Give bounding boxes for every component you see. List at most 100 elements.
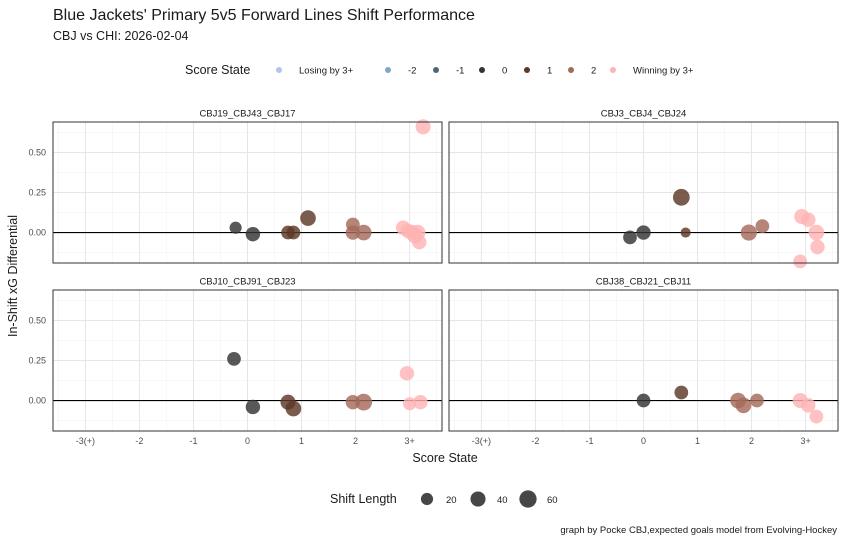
data-point [808,224,825,241]
data-point [636,225,651,240]
data-point [227,352,241,366]
size-legend-swatch [420,492,434,506]
color-legend-label: 1 [547,66,552,77]
x-tick-label: 2 [749,436,754,446]
data-point [229,221,242,234]
y-tick-label: 0.00 [28,228,46,238]
color-legend-label: 2 [591,66,596,77]
data-point [285,400,302,417]
color-legend-label: 0 [502,66,507,77]
data-point [674,385,689,400]
color-legend-swatch [479,67,485,73]
panel-border [448,121,839,264]
panel-border [52,121,443,264]
color-legend-item: Winning by 3+ [610,66,694,77]
data-point [403,397,417,411]
data-point [740,224,757,241]
color-legend-label: -2 [408,66,416,77]
color-legend-item: 2 [568,66,596,77]
x-tick-label: 0 [641,436,646,446]
size-legend-label: 20 [446,495,457,506]
data-point [355,393,373,411]
facet-panel: CBJ38_CBJ21_CBJ11 -3(+) -2 -1 0 1 2 3+ [448,277,839,446]
data-point [245,226,261,242]
x-tick-label: -3(+) [76,436,95,446]
data-point [245,399,261,415]
chart-title: Blue Jackets' Primary 5v5 Forward Lines … [53,7,475,24]
x-tick-label: 3+ [800,436,810,446]
size-legend-title: Shift Length [330,492,397,506]
facet-strip-label: CBJ3_CBJ4_CBJ24 [601,109,687,120]
x-tick-label: -1 [585,436,593,446]
data-point [810,239,825,255]
color-legend-swatch [385,67,391,73]
x-axis-title: Score State [412,451,477,465]
facet-panels: CBJ19_CBJ43_CBJ17 0.00 0.25 0.50 CBJ3_CBJ4_C… [28,109,839,446]
chart-subtitle: CBJ vs CHI: 2026-02-04 [53,29,189,43]
color-legend-swatch [568,67,574,73]
y-tick-label: 0.25 [28,188,46,198]
color-legend-title: Score State [185,63,250,77]
size-legend: Shift Length 20 40 60 [330,490,558,508]
chart-caption: graph by Pocke CBJ,expected goals model … [560,525,837,536]
size-legend-swatch [470,491,486,507]
data-point [735,397,752,414]
data-point [399,366,415,381]
data-point [809,409,824,424]
size-legend-label: 40 [497,495,508,506]
color-legend-item: Losing by 3+ [276,66,354,77]
data-point [793,254,808,269]
panel-border [448,289,839,432]
facet-strip-label: CBJ19_CBJ43_CBJ17 [199,109,295,120]
color-legend-item: -2 [385,66,416,77]
data-point [300,210,316,226]
data-point [623,230,637,245]
panel-border [52,289,443,432]
data-point [801,398,816,413]
facet-panel: CBJ3_CBJ4_CBJ24 [448,109,839,269]
y-tick-label: 0.50 [28,147,46,157]
color-legend-label: -1 [456,66,464,77]
y-tick-label: 0.00 [28,396,46,406]
x-tick-label: 3+ [404,436,414,446]
data-point [355,224,372,241]
y-tick-label: 0.50 [28,315,46,325]
y-axis-title: In-Shift xG Differential [6,215,20,337]
data-point [286,225,301,240]
size-legend-item: 20 [420,492,457,506]
facet-strip-label: CBJ10_CBJ91_CBJ23 [199,277,295,288]
size-legend-label: 60 [547,495,558,506]
color-legend-item: 1 [524,66,552,77]
size-legend-swatch [519,490,537,508]
color-legend-item: -1 [433,66,464,77]
x-tick-label: 0 [245,436,250,446]
facet-strip-label: CBJ38_CBJ21_CBJ11 [596,277,691,288]
data-point [413,394,428,410]
data-point [636,393,651,408]
data-point [412,234,427,250]
color-legend: Score State Losing by 3+ -2 -1 0 1 2 Winning by… [185,63,694,77]
x-tick-label: 2 [353,436,358,446]
color-legend-swatch [433,67,439,73]
size-legend-item: 40 [470,491,508,507]
facet-panel: CBJ10_CBJ91_CBJ23 0.00 0.25 0.50 -3(+) -2 -1 0 1… [28,277,443,446]
facet-panel: CBJ19_CBJ43_CBJ17 0.00 0.25 0.50 [28,109,443,264]
data-point [801,212,816,227]
data-point [755,219,770,234]
x-tick-label: -2 [135,436,143,446]
x-tick-label: 1 [299,436,304,446]
x-tick-label: 1 [695,436,700,446]
color-legend-swatch [524,67,530,73]
y-tick-label: 0.25 [28,356,46,366]
data-point [750,393,764,408]
color-legend-label: Winning by 3+ [633,66,694,77]
color-legend-item: 0 [479,66,507,77]
color-legend-label: Losing by 3+ [299,66,354,77]
x-tick-label: -3(+) [472,436,491,446]
data-point [415,119,431,135]
data-point [345,225,361,240]
x-tick-label: -2 [531,436,539,446]
color-legend-swatch [276,67,282,73]
